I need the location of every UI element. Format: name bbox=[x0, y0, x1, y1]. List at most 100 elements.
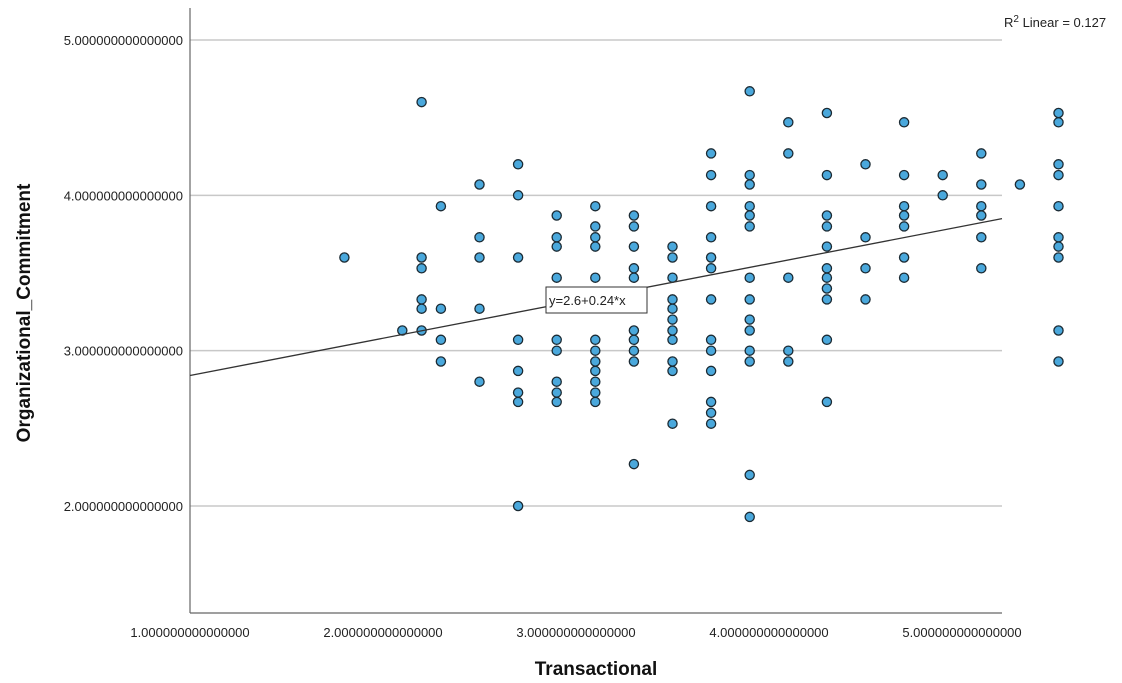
data-point bbox=[667, 334, 678, 346]
data-point bbox=[821, 210, 833, 221]
data-point bbox=[667, 325, 678, 336]
data-point bbox=[976, 148, 987, 159]
data-point bbox=[474, 376, 485, 387]
data-point bbox=[628, 356, 640, 367]
data-point bbox=[1053, 169, 1064, 181]
data-point bbox=[590, 272, 601, 283]
r2-suffix: Linear = 0.127 bbox=[1019, 15, 1106, 30]
data-point bbox=[821, 283, 833, 294]
data-point bbox=[898, 210, 910, 221]
data-point bbox=[898, 117, 910, 128]
y-axis-title: Organizational_Commitment bbox=[14, 183, 35, 442]
data-point bbox=[937, 190, 948, 201]
data-point bbox=[1053, 241, 1064, 252]
data-point bbox=[512, 334, 524, 346]
data-point bbox=[744, 356, 755, 367]
data-point bbox=[821, 169, 833, 181]
data-point bbox=[628, 272, 640, 283]
data-points bbox=[339, 86, 1064, 523]
data-point bbox=[976, 232, 987, 243]
data-point bbox=[976, 179, 987, 190]
data-point bbox=[416, 303, 427, 314]
data-point bbox=[435, 303, 447, 314]
data-point bbox=[744, 210, 755, 221]
data-point bbox=[416, 263, 427, 274]
data-point bbox=[590, 365, 601, 377]
data-point bbox=[474, 179, 485, 190]
data-point bbox=[744, 272, 755, 283]
data-point bbox=[783, 148, 794, 159]
data-point bbox=[551, 232, 562, 243]
data-point bbox=[705, 169, 717, 181]
data-point bbox=[783, 272, 794, 283]
data-point bbox=[821, 221, 833, 232]
data-point bbox=[628, 345, 640, 356]
data-point bbox=[705, 418, 717, 429]
data-point bbox=[667, 241, 678, 252]
data-point bbox=[898, 221, 910, 232]
data-point bbox=[744, 86, 755, 97]
data-point bbox=[416, 96, 427, 108]
data-point bbox=[1053, 232, 1064, 243]
r2-superscript: 2 bbox=[1013, 14, 1019, 25]
x-tick-labels: 1.000000000000000 2.000000000000000 3.0000… bbox=[130, 625, 1021, 640]
x-axis-title: Transactional bbox=[535, 659, 658, 680]
data-point bbox=[512, 190, 524, 201]
data-point bbox=[821, 263, 833, 274]
y-tick-label: 3.000000000000000 bbox=[64, 344, 183, 359]
data-point bbox=[628, 241, 640, 252]
data-point bbox=[435, 334, 447, 346]
grid-lines bbox=[190, 39, 1002, 507]
y-tick-label: 4.000000000000000 bbox=[64, 188, 183, 203]
data-point bbox=[1053, 107, 1064, 119]
data-point bbox=[821, 396, 833, 408]
data-point bbox=[821, 334, 833, 346]
data-point bbox=[898, 252, 910, 263]
data-point bbox=[590, 232, 601, 243]
data-point bbox=[821, 272, 833, 283]
data-point bbox=[705, 148, 717, 159]
data-point bbox=[705, 252, 717, 263]
x-tick-label: 3.000000000000000 bbox=[516, 625, 635, 640]
data-point bbox=[898, 272, 910, 283]
data-point bbox=[976, 210, 987, 221]
data-point bbox=[667, 418, 678, 429]
data-point bbox=[860, 263, 871, 274]
data-point bbox=[474, 303, 485, 314]
data-point bbox=[590, 345, 601, 356]
data-point bbox=[590, 387, 601, 398]
data-point bbox=[976, 200, 987, 212]
data-point bbox=[628, 334, 640, 346]
data-point bbox=[435, 200, 447, 212]
data-point bbox=[1053, 356, 1064, 367]
data-point bbox=[667, 294, 678, 305]
r2-annotation: R2 Linear = 0.127 bbox=[1004, 14, 1106, 30]
data-point bbox=[474, 232, 485, 243]
data-point bbox=[512, 387, 524, 398]
data-point bbox=[551, 396, 562, 408]
data-point bbox=[1053, 200, 1064, 212]
data-point bbox=[705, 345, 717, 356]
data-point bbox=[821, 241, 833, 252]
data-point bbox=[512, 159, 524, 170]
data-point bbox=[551, 210, 562, 221]
data-point bbox=[628, 221, 640, 232]
data-point bbox=[628, 458, 640, 470]
data-point bbox=[590, 200, 601, 212]
data-point bbox=[705, 232, 717, 243]
data-point bbox=[474, 252, 485, 263]
y-tick-label: 2.000000000000000 bbox=[64, 499, 183, 514]
r2-prefix: R bbox=[1004, 15, 1013, 30]
data-point bbox=[1053, 117, 1064, 128]
data-point bbox=[744, 200, 755, 212]
data-point bbox=[783, 345, 794, 356]
x-tick-label: 5.000000000000000 bbox=[902, 625, 1021, 640]
data-point bbox=[744, 469, 755, 481]
data-point bbox=[590, 334, 601, 346]
data-point bbox=[898, 200, 910, 212]
data-point bbox=[551, 387, 562, 398]
data-point bbox=[512, 396, 524, 408]
data-point bbox=[551, 376, 562, 387]
data-point bbox=[590, 241, 601, 252]
data-point bbox=[821, 294, 833, 305]
